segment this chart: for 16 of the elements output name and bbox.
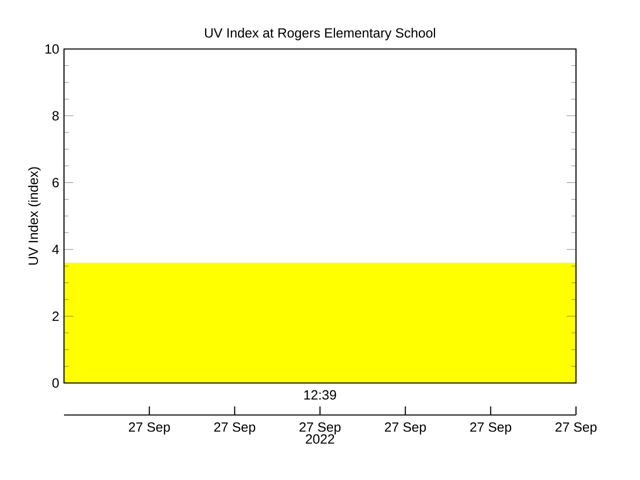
x-tick-label: 27 Sep — [384, 422, 426, 434]
x-tick-label: 27 Sep — [300, 422, 341, 434]
x-axis-title: 2022 — [306, 434, 334, 444]
y-tick-label: 4 — [52, 244, 59, 254]
y-tick-label: 2 — [52, 312, 59, 321]
x-tick-label: 27 Sep — [556, 422, 597, 434]
text: 12:39 — [304, 390, 336, 400]
y-tick-label: 8 — [52, 111, 59, 121]
y-axis-title: UV Index (index) — [28, 167, 41, 265]
chart-title: UV Index at Rogers Elementary School — [205, 28, 436, 40]
x-tick-label: 27 Sep — [214, 422, 256, 434]
y-tick-label: 6 — [52, 178, 59, 188]
x-tick-label: 27 Sep — [128, 422, 170, 434]
y-tick-label: 0 — [52, 378, 59, 388]
y-tick-label: 10 — [45, 44, 59, 54]
x-tick-label: 27 Sep — [470, 422, 512, 434]
